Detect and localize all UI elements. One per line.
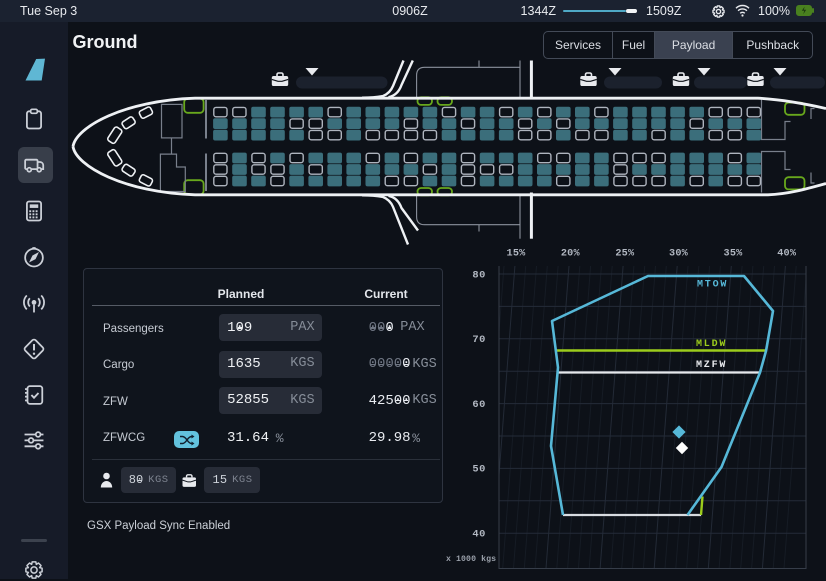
svg-text:MTOW: MTOW <box>697 280 728 291</box>
svg-text:15%: 15% <box>507 248 527 259</box>
svg-text:MLDW: MLDW <box>696 339 727 350</box>
svg-text:40%: 40% <box>777 248 797 259</box>
svg-text:70: 70 <box>472 334 486 346</box>
svg-text:35%: 35% <box>724 248 744 259</box>
svg-text:40: 40 <box>472 528 486 540</box>
svg-text:MZFW: MZFW <box>696 360 727 371</box>
svg-text:80: 80 <box>472 270 486 282</box>
svg-text:x 1000 kgs: x 1000 kgs <box>446 554 496 564</box>
svg-text:25%: 25% <box>615 248 635 259</box>
svg-text:30%: 30% <box>669 248 689 259</box>
svg-text:50: 50 <box>472 464 486 476</box>
svg-text:20%: 20% <box>561 248 581 259</box>
svg-text:60: 60 <box>472 399 486 411</box>
